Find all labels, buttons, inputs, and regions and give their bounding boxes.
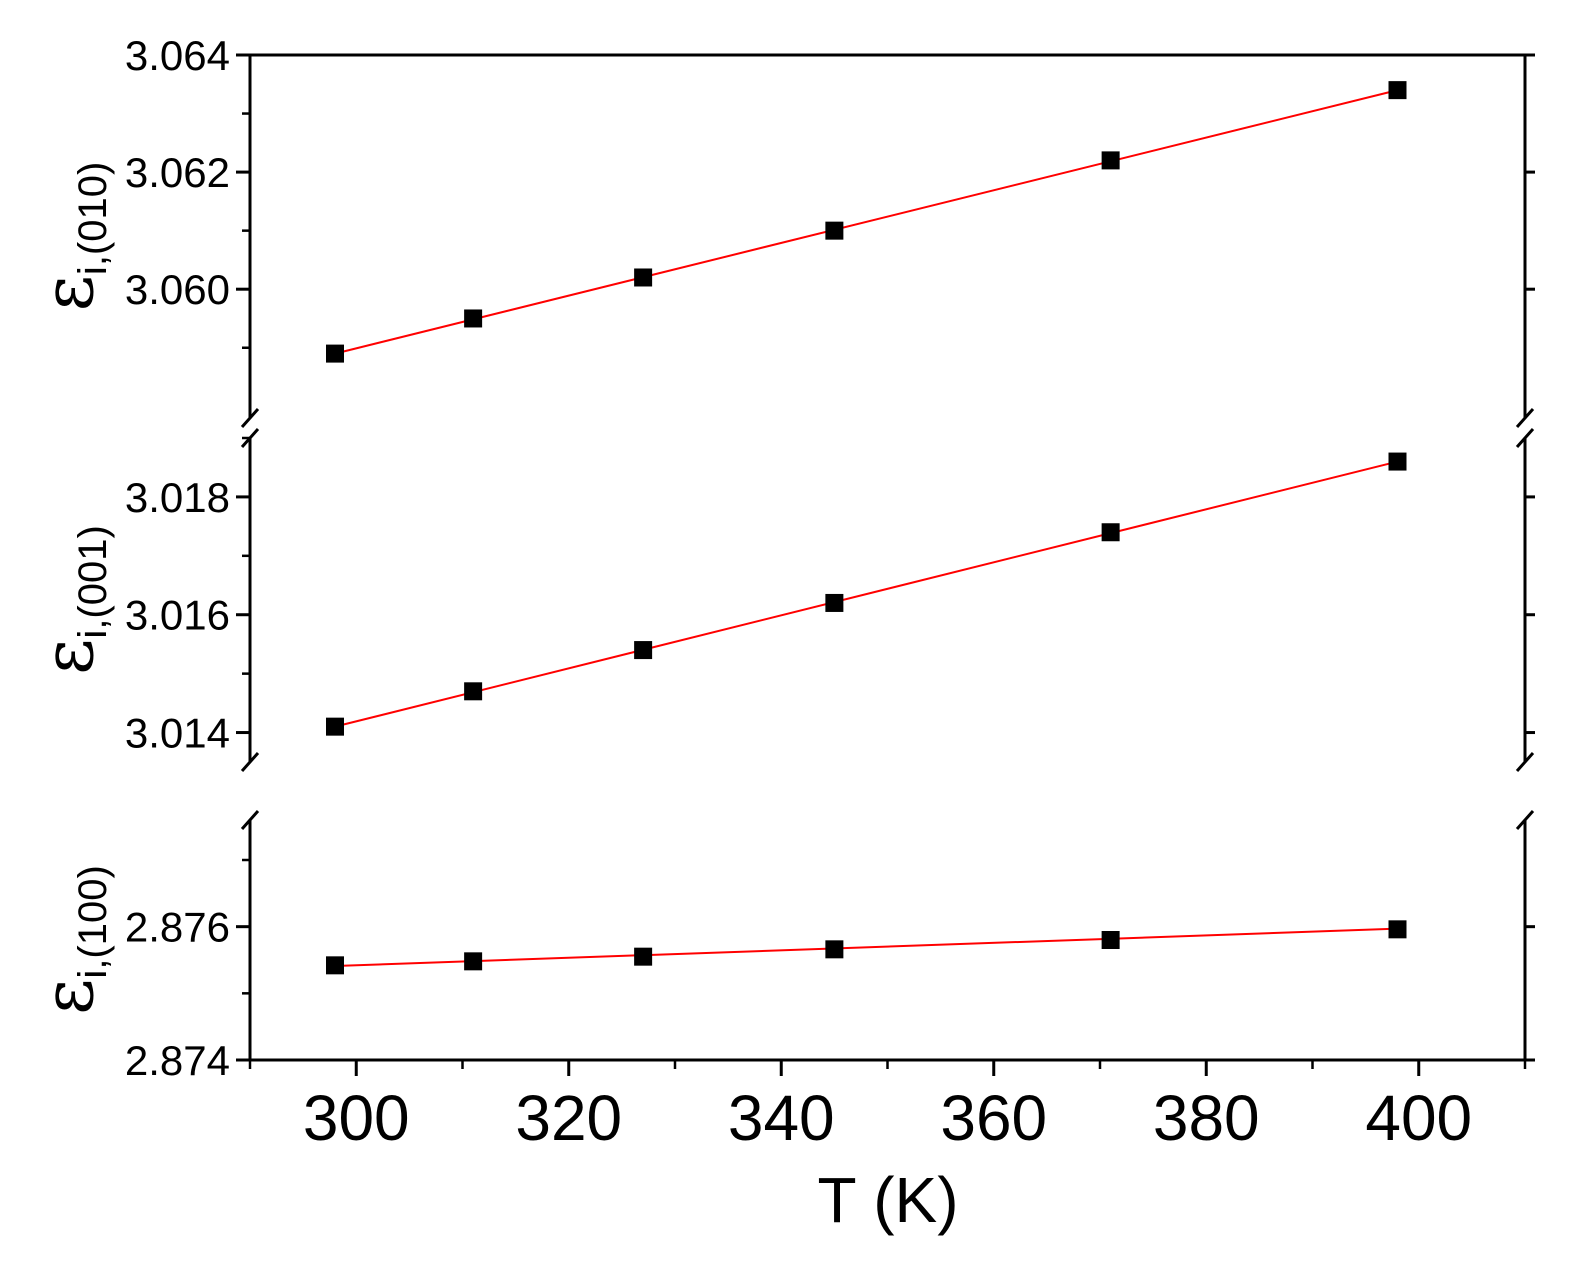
panel-0: 3.060 3.062 3.064 εi,(010) [27, 32, 1535, 428]
y-tick-label: 3.016 [125, 592, 230, 639]
y-axis-label: εi,(010) [27, 162, 115, 312]
y-tick-label: 2.874 [125, 1037, 230, 1084]
y-tick-label: 2.876 [125, 904, 230, 951]
axis-break-mark [240, 752, 260, 772]
axis-break-mark [1515, 408, 1535, 428]
data-point [825, 940, 844, 959]
axis-break-mark [1515, 428, 1535, 448]
x-tick-label: 300 [303, 1082, 410, 1154]
x-tick-label: 400 [1365, 1082, 1472, 1154]
data-point [1101, 151, 1120, 170]
data-point [464, 682, 483, 701]
y-axis-label: εi,(100) [27, 865, 115, 1015]
data-point [634, 947, 653, 966]
axis-break-mark [240, 408, 260, 428]
axis-break-mark [1515, 752, 1535, 772]
x-tick-label: 340 [728, 1082, 835, 1154]
x-tick-label: 380 [1153, 1082, 1260, 1154]
fit-line [334, 927, 1398, 967]
data-point [825, 221, 844, 240]
y-tick-label: 3.064 [125, 32, 230, 79]
x-axis: 300 320 340 360 380 400 [248, 1058, 1527, 1154]
data-point [1101, 523, 1120, 542]
fit-line [334, 460, 1398, 728]
data-point [464, 309, 483, 328]
x-tick-label: 360 [940, 1082, 1047, 1154]
x-tick-label: 320 [515, 1082, 622, 1154]
y-tick-label: 3.018 [125, 474, 230, 521]
data-point [1388, 81, 1407, 100]
data-point [634, 268, 653, 287]
fit-line [334, 89, 1398, 355]
data-point [1388, 920, 1407, 939]
data-point [464, 952, 483, 971]
data-point [1388, 452, 1407, 471]
y-tick-label: 3.060 [125, 266, 230, 313]
y-tick-label: 3.062 [125, 149, 230, 196]
data-point [326, 344, 344, 363]
data-point [634, 641, 653, 660]
data-point [825, 593, 844, 612]
y-axis-label: εi,(001) [27, 525, 115, 675]
data-point [326, 717, 344, 736]
data-point [1101, 931, 1120, 949]
axis-break-mark [1515, 810, 1535, 830]
panels-layer: 3.0603.0623.064εi,(010)3.0143.0163.018εi… [27, 32, 1535, 1084]
x-axis-label: T (K) [817, 1164, 958, 1236]
data-point [326, 956, 344, 975]
axis-break-mark [240, 810, 260, 830]
y-tick-label: 3.014 [125, 710, 230, 757]
